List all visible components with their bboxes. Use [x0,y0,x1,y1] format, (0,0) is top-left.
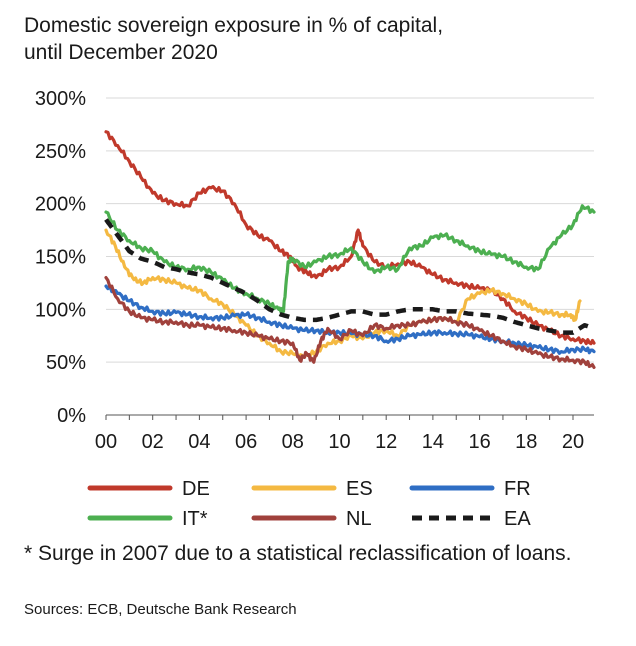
x-tick-label: 14 [422,431,444,453]
y-tick-label: 200% [35,194,86,216]
x-tick-label: 06 [235,431,257,453]
source-note: Sources: ECB, Deutsche Bank Research [24,601,297,618]
x-tick-label: 08 [282,431,304,453]
x-tick-label: 12 [375,431,397,453]
series-line-fr [104,284,596,355]
chart-title-block: Domestic sovereign exposure in % of capi… [24,12,443,66]
x-tick-label: 04 [188,431,210,453]
legend-label: IT* [182,508,208,530]
chart-subtitle: until December 2020 [24,41,218,64]
x-tick-label: 20 [562,431,584,453]
legend-label: DE [182,478,210,500]
legend-label: EA [504,508,531,530]
chart-area: 0% 50% 100% 150% 200% 250% 300% 00 02 04 06 08 10 12… [35,88,596,530]
y-tick-label: 150% [35,247,86,269]
series-line-ea [104,218,595,335]
series-lines [104,130,596,369]
x-tick-label: 10 [328,431,350,453]
series-line-nl [104,276,596,369]
y-tick-label: 300% [35,88,86,110]
y-tick-label: 250% [35,141,86,163]
series-line-es [104,228,582,360]
y-tick-label: 0% [57,405,86,427]
chart-title: Domestic sovereign exposure in % of capi… [24,14,444,37]
legend-label: FR [504,478,531,500]
x-tick-label: 00 [95,431,117,453]
legend-label: ES [346,478,373,500]
y-axis: 0% 50% 100% 150% 200% 250% 300% [35,88,86,427]
series-line-it [104,204,596,314]
y-tick-label: 50% [46,352,86,374]
footnote: * Surge in 2007 due to a statistical rec… [24,542,572,565]
x-tick-label: 02 [142,431,164,453]
x-axis: 00 02 04 06 08 10 12 14 16 18 20 [95,414,594,453]
series-line-de [104,130,596,346]
x-tick-label: 16 [468,431,490,453]
legend-label: NL [346,508,372,530]
x-tick-label: 18 [515,431,537,453]
y-tick-label: 100% [35,299,86,321]
legend: DE ES FR IT* NL EA [87,478,531,530]
